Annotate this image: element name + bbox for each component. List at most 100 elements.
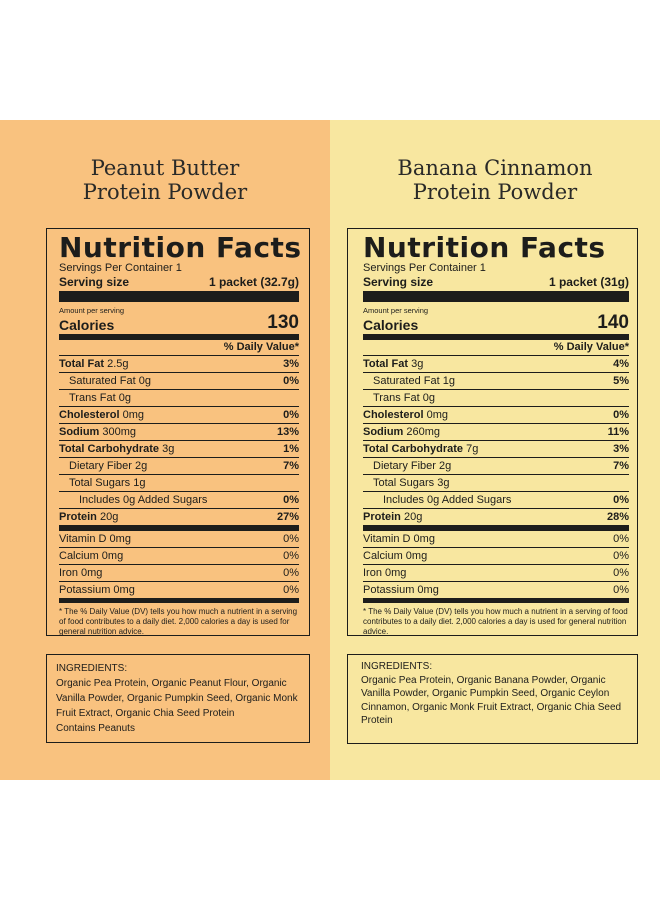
nutrient-amount: 0mg (119, 409, 144, 421)
product-title: Banana Cinnamon Protein Powder (330, 156, 660, 204)
vitamin-dv: 0% (283, 533, 299, 545)
servings-per-container: Servings Per Container 1 (363, 262, 629, 275)
vitamin-name: Vitamin D 0mg (59, 533, 131, 545)
nutrient-row: Total Fat 3g 4% (363, 355, 629, 372)
nutrient-name: Cholesterol (59, 409, 120, 421)
daily-value-header: % Daily Value* (553, 341, 629, 353)
nutrition-facts-label: Nutrition Facts Servings Per Container 1… (46, 228, 310, 636)
nutrient-name: Total Sugars 3g (373, 477, 450, 489)
servings-per-container-text: Servings Per Container 1 (363, 262, 486, 274)
calories-row: Calories 130 (59, 312, 299, 334)
nutrient-row: Total Sugars 3g (363, 474, 629, 491)
nutrient-amount: 3g (159, 443, 175, 455)
divider-medium (59, 598, 299, 603)
nutrient-row: Includes 0g Added Sugars 0% (59, 491, 299, 508)
nutrient-amount: 7g (463, 443, 479, 455)
vitamin-dv: 0% (613, 584, 629, 596)
nutrient-amount: 2.5g (104, 358, 129, 370)
ingredients-label: INGREDIENTS: (56, 663, 128, 674)
nutrient-amount: 260mg (403, 426, 441, 438)
nutrient-name: Protein (59, 511, 97, 523)
amount-per-serving: Amount per serving (59, 306, 125, 315)
nutrient-amount: 20g (96, 511, 119, 523)
nutrient-name: Cholesterol (363, 409, 424, 421)
amount-per-serving: Amount per serving (363, 306, 429, 315)
nutrient-row: Dietary Fiber 2g 7% (363, 457, 629, 474)
vitamin-name: Iron 0mg (363, 567, 407, 579)
nutrient-amount: 3g (408, 358, 424, 370)
nutrient-name: Total Fat (363, 358, 409, 370)
nutrient-dv: 28% (606, 511, 629, 523)
product-title-line2: Protein Powder (412, 180, 578, 204)
nutrient-name: Total Fat (59, 358, 105, 370)
nutrient-dv: 11% (607, 426, 629, 438)
nutrient-name: Protein (363, 511, 401, 523)
nutrient-row: Trans Fat 0g (363, 389, 629, 406)
nutrient-row: Cholesterol 0mg 0% (363, 406, 629, 423)
nutrient-row: Trans Fat 0g (59, 389, 299, 406)
nutrient-name: Includes 0g Added Sugars (383, 494, 512, 506)
nutrient-dv: 3% (613, 443, 629, 455)
nutrient-name: Saturated Fat 0g (69, 375, 151, 387)
servings-per-container-text: Servings Per Container 1 (59, 262, 182, 274)
nutrient-name: Trans Fat 0g (69, 392, 131, 404)
vitamin-row: Vitamin D 0mg 0% (59, 531, 299, 548)
nutrient-row: Total Carbohydrate 7g 3% (363, 440, 629, 457)
vitamin-row: Vitamin D 0mg 0% (363, 531, 629, 548)
daily-value-footnote: * The % Daily Value (DV) tells you how m… (363, 607, 628, 636)
serving-size-row: Serving size 1 packet (32.7g) (59, 275, 299, 290)
divider-thick (363, 291, 629, 302)
nutrient-row: Saturated Fat 1g 5% (363, 372, 629, 389)
nutrient-dv: 1% (283, 443, 299, 455)
nutrient-row: Protein 20g 27% (59, 508, 299, 525)
calories-label: Calories (59, 317, 115, 333)
nutrient-dv: 3% (283, 358, 299, 370)
divider-medium (363, 598, 629, 603)
vitamin-row: Potassium 0mg 0% (59, 582, 299, 598)
daily-value-footnote: * The % Daily Value (DV) tells you how m… (59, 607, 298, 636)
nutrient-row: Protein 20g 28% (363, 508, 629, 525)
ingredients-box: INGREDIENTS: Organic Pea Protein, Organi… (46, 654, 310, 743)
daily-value-header: % Daily Value* (223, 341, 299, 353)
nutrient-name: Dietary Fiber 2g (69, 460, 148, 472)
servings-per-container: Servings Per Container 1 (59, 262, 299, 275)
calories-label: Calories (363, 317, 419, 333)
vitamin-dv: 0% (283, 567, 299, 579)
nutrient-row: Sodium 300mg 13% (59, 423, 299, 440)
product-title-line1: Banana Cinnamon (397, 156, 593, 180)
nutrient-dv: 0% (613, 494, 629, 506)
vitamin-dv: 0% (613, 550, 629, 562)
nutrient-row: Total Fat 2.5g 3% (59, 355, 299, 372)
nutrient-row: Sodium 260mg 11% (363, 423, 629, 440)
nutrient-dv: 4% (613, 358, 629, 370)
nutrient-name: Sodium (363, 426, 404, 438)
nutrient-dv: 0% (283, 375, 299, 387)
ingredients-label: INGREDIENTS: (361, 661, 433, 672)
vitamin-name: Iron 0mg (59, 567, 103, 579)
vitamin-row: Calcium 0mg 0% (59, 548, 299, 565)
peanut-butter-panel: Peanut Butter Protein Powder Nutrition F… (0, 120, 330, 780)
nutrient-row: Cholesterol 0mg 0% (59, 406, 299, 423)
vitamin-dv: 0% (283, 584, 299, 596)
nutrient-name: Total Carbohydrate (59, 443, 160, 455)
divider-medium (59, 525, 299, 531)
ingredients-text: Organic Pea Protein, Organic Banana Powd… (361, 674, 622, 727)
calories-value: 130 (267, 312, 299, 333)
product-title-line1: Peanut Butter (90, 156, 240, 180)
product-title-line2: Protein Powder (82, 180, 248, 204)
divider-thick (59, 291, 299, 302)
vitamin-name: Vitamin D 0mg (363, 533, 435, 545)
divider-medium (363, 525, 629, 531)
nutrient-row: Total Carbohydrate 3g 1% (59, 440, 299, 457)
nutrient-amount: 20g (400, 511, 423, 523)
vitamin-name: Calcium 0mg (363, 550, 428, 562)
serving-size-row: Serving size 1 packet (31g) (363, 275, 629, 290)
nutrient-dv: 0% (283, 494, 299, 506)
vitamin-row: Iron 0mg 0% (59, 565, 299, 582)
nutrient-name: Total Carbohydrate (363, 443, 464, 455)
vitamin-row: Calcium 0mg 0% (363, 548, 629, 565)
banana-cinnamon-panel: Banana Cinnamon Protein Powder Nutrition… (330, 120, 660, 780)
vitamin-dv: 0% (613, 533, 629, 545)
nutrient-row: Includes 0g Added Sugars 0% (363, 491, 629, 508)
vitamin-name: Calcium 0mg (59, 550, 124, 562)
